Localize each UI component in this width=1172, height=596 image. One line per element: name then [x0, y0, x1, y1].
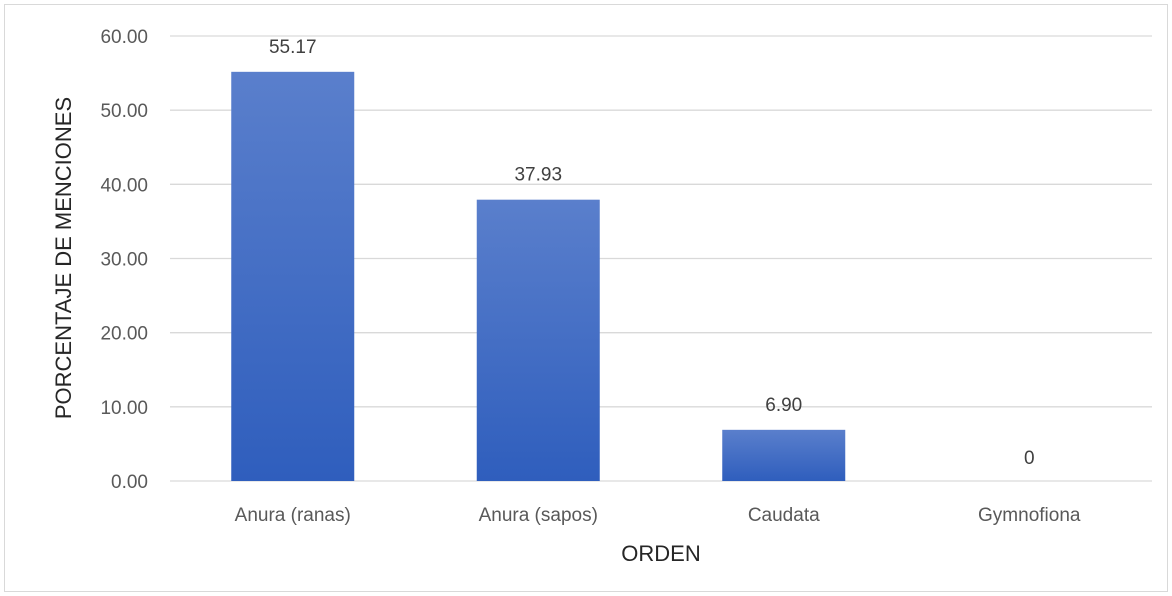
y-axis-ticks: 0.00 10.00 20.00 30.00 40.00 50.00 60.00 [100, 27, 148, 493]
y-tick-label: 0.00 [111, 472, 148, 493]
data-label: 6.90 [765, 395, 802, 416]
y-tick-label: 30.00 [100, 250, 148, 271]
y-tick-label: 50.00 [100, 101, 148, 122]
x-axis-title: ORDEN [621, 541, 700, 566]
x-tick-label: Anura (ranas) [235, 505, 351, 526]
bars [231, 71, 846, 481]
data-labels: 55.17 37.93 6.90 0 [269, 37, 1035, 469]
y-tick-label: 60.00 [100, 27, 148, 48]
data-label: 37.93 [514, 165, 562, 186]
bar [231, 71, 355, 481]
y-tick-label: 40.00 [100, 175, 148, 196]
y-tick-label: 20.00 [100, 324, 148, 345]
bar [722, 429, 846, 481]
bar [476, 199, 600, 481]
data-label: 55.17 [269, 37, 317, 58]
y-axis-title: PORCENTAJE DE MENCIONES [51, 97, 76, 419]
x-tick-label: Gymnofiona [978, 505, 1081, 526]
x-axis-ticks: Anura (ranas) Anura (sapos) Caudata Gymnofi… [235, 505, 1081, 526]
y-tick-label: 10.00 [100, 398, 148, 419]
data-label: 0 [1024, 448, 1035, 469]
x-tick-label: Caudata [748, 505, 820, 526]
x-tick-label: Anura (sapos) [479, 505, 598, 526]
